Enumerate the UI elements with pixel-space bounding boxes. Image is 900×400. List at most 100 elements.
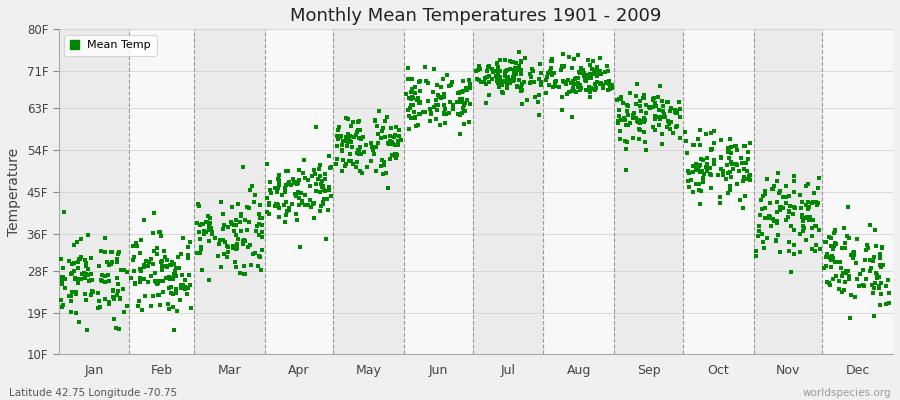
Point (388, 151, 402, 158)
Point (54, 256, 68, 262)
Point (498, 57, 512, 64)
Point (313, 188, 328, 195)
Point (402, 95, 417, 101)
Point (456, 88, 471, 94)
Point (514, 84, 528, 90)
Point (236, 164, 250, 170)
Point (562, 54, 577, 60)
Point (229, 232, 243, 238)
Point (132, 275, 147, 282)
Point (245, 182, 259, 189)
Point (534, 70, 548, 77)
Point (669, 124, 683, 130)
Point (304, 204, 319, 210)
Point (316, 183, 330, 189)
Point (392, 132, 407, 139)
Point (626, 115, 640, 121)
Point (75, 271, 89, 277)
Point (389, 151, 403, 158)
Point (572, 51, 586, 58)
Point (408, 84, 422, 91)
Point (514, 88, 528, 95)
Point (722, 155, 736, 161)
Point (67, 289, 81, 296)
Point (770, 209, 784, 216)
Point (768, 183, 782, 189)
Point (71, 259, 86, 265)
Point (272, 177, 286, 183)
Point (203, 225, 218, 231)
Point (364, 158, 378, 164)
Point (178, 283, 193, 290)
Bar (823, 29, 893, 354)
Bar (194, 29, 265, 354)
Point (77, 275, 92, 281)
Point (227, 221, 241, 228)
Point (870, 275, 885, 282)
Point (695, 168, 709, 174)
Point (805, 200, 819, 206)
Point (517, 79, 531, 86)
Point (796, 228, 811, 235)
Point (75, 236, 89, 242)
Point (155, 267, 169, 273)
Point (741, 156, 755, 162)
Point (773, 204, 788, 210)
Point (56, 265, 70, 271)
Point (289, 193, 303, 200)
Point (158, 275, 173, 282)
Point (100, 258, 114, 265)
Point (318, 170, 332, 177)
Point (422, 118, 436, 124)
Point (596, 84, 610, 90)
Point (268, 185, 283, 192)
Point (686, 142, 700, 148)
Point (292, 167, 306, 173)
Point (837, 287, 851, 294)
Point (387, 134, 401, 140)
Point (55, 276, 69, 283)
Point (518, 55, 532, 62)
Point (542, 82, 556, 88)
Point (255, 246, 269, 253)
Point (573, 82, 588, 88)
Point (565, 78, 580, 84)
Point (117, 267, 131, 273)
Point (507, 66, 521, 73)
Point (704, 146, 718, 152)
Point (758, 205, 772, 212)
Point (226, 243, 240, 250)
Point (102, 278, 116, 284)
Point (826, 255, 841, 261)
Point (163, 290, 177, 296)
Point (524, 79, 538, 86)
Point (298, 202, 312, 208)
Point (98, 249, 112, 255)
Point (636, 115, 651, 121)
Point (104, 261, 119, 267)
Point (106, 288, 121, 294)
Point (492, 77, 507, 84)
Point (842, 273, 856, 279)
Point (515, 87, 529, 94)
Point (515, 80, 529, 87)
Point (77, 256, 92, 263)
Point (564, 114, 579, 120)
Point (332, 124, 347, 130)
Point (699, 131, 714, 137)
Point (651, 94, 665, 100)
Point (512, 62, 526, 69)
Point (569, 75, 583, 81)
Point (146, 230, 160, 236)
Point (805, 232, 819, 239)
Point (115, 286, 130, 292)
Point (828, 228, 842, 235)
Point (74, 254, 88, 260)
Point (439, 111, 454, 117)
Point (392, 127, 407, 133)
Point (237, 262, 251, 269)
Point (500, 77, 515, 84)
Point (462, 77, 476, 83)
Point (426, 89, 440, 95)
Point (103, 299, 117, 306)
